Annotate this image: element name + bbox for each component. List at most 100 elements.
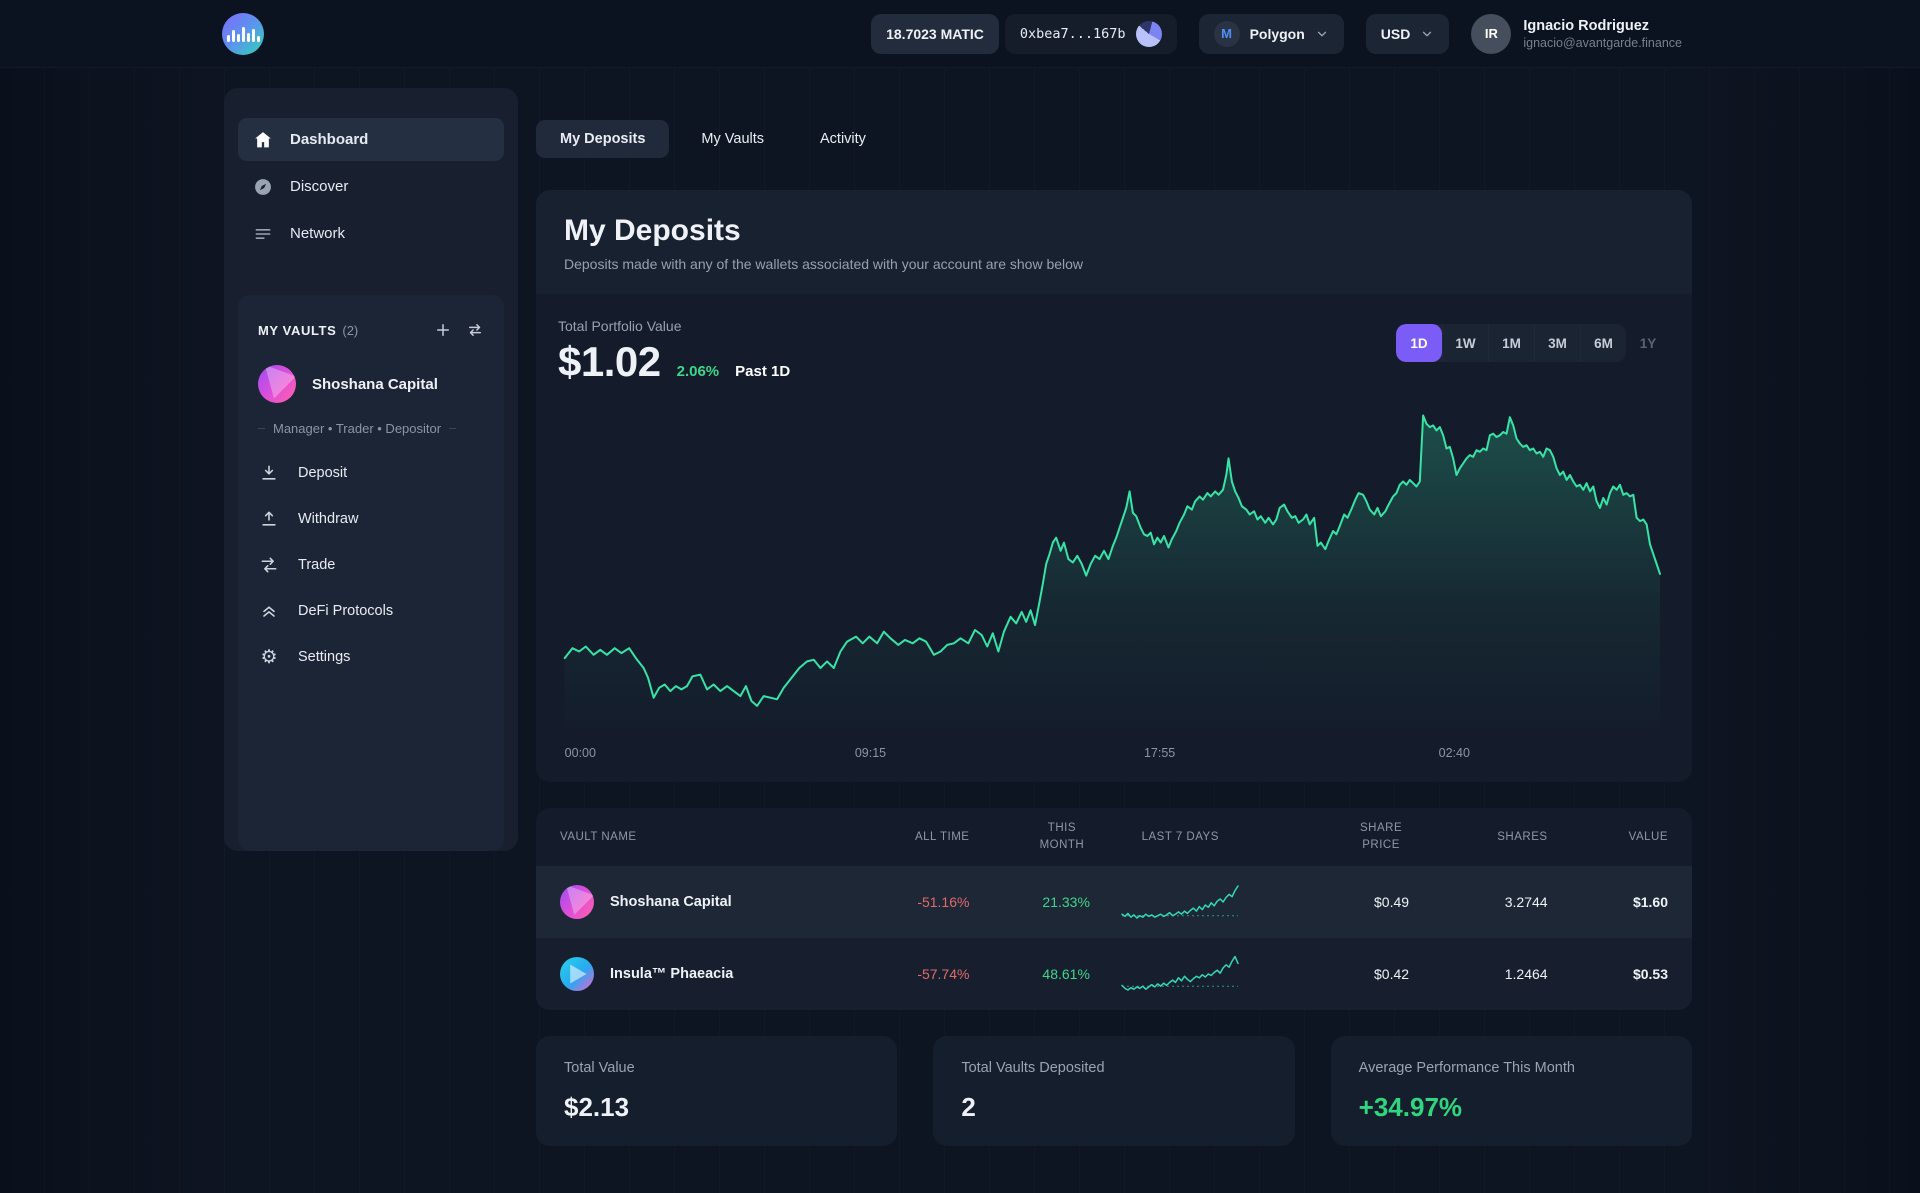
range-6m-button[interactable]: 6M [1580,324,1626,362]
chevron-down-icon [1317,31,1326,36]
range-1w-button[interactable]: 1W [1442,324,1488,362]
vault-action-label: DeFi Protocols [298,603,394,619]
row-shares: 3.2744 [1504,894,1548,910]
col-all-time: ALL TIME [914,831,970,843]
tab-label: Activity [820,131,866,147]
my-vaults-panel: MY VAULTS (2) Shoshana Capital Manager •… [238,295,504,851]
stat-value: +34.97% [1358,1092,1463,1122]
row-shares: 1.2464 [1504,966,1548,982]
wallet-address-pill[interactable]: 0xbea7...167b [1004,13,1177,54]
table-header-row: VAULT NAME ALL TIME THIS MONTH LAST 7 DA… [536,808,1692,866]
gear-icon: ⚙ [260,646,278,668]
stat-value: $2.13 [564,1092,630,1122]
user-email: ignacio@avantgarde.finance [1523,35,1682,50]
range-1y-button[interactable]: 1Y [1626,324,1670,362]
network-selector[interactable]: M Polygon [1198,13,1344,54]
table-row[interactable]: Insula™ Phaeacia -57.74% 48.61% $0.42 1.… [536,938,1692,1010]
chevron-down-icon [1423,31,1432,36]
vault-action-settings[interactable]: ⚙ Settings [258,634,484,680]
col-value: VALUE [1628,831,1668,843]
trade-swap-icon [258,554,280,576]
sidebar-item-discover[interactable]: Discover [238,165,504,208]
wallet-address: 0xbea7...167b [1019,25,1126,42]
portfolio-chart-svg [558,404,1670,734]
vault-avatar [560,957,594,991]
row-all-time: -57.74% [917,966,970,982]
range-3m-button[interactable]: 3M [1534,324,1580,362]
x-tick: 00:00 [564,746,596,760]
row-share-price: $0.42 [1374,966,1410,982]
vault-actions: Deposit Withdraw Trade DeFi Protocols [258,450,484,680]
home-icon [252,129,274,151]
sidebar-item-dashboard[interactable]: Dashboard [238,118,504,161]
stat-avg-performance: Average Performance This Month +34.97% [1330,1036,1692,1146]
portfolio-chart[interactable] [558,404,1670,734]
col-shares: SHARES [1497,831,1548,843]
row-all-time: -51.16% [917,894,970,910]
user-menu[interactable]: IR Ignacio Rodriguez ignacio@avantgarde.… [1471,13,1682,54]
add-vault-icon[interactable] [434,321,452,339]
tab-activity[interactable]: Activity [796,120,890,158]
main-content: My Deposits My Vaults Activity My Deposi… [536,118,1692,1146]
sidebar-item-label: Discover [290,178,349,195]
vault-roles-text: Manager • Trader • Depositor [273,421,442,436]
wallet-identicon-icon [1135,20,1162,47]
top-bar: 18.7023 MATIC 0xbea7...167b M Polygon US… [0,0,1920,68]
vault-avatar [258,365,296,403]
chart-x-axis: 00:00 09:15 17:55 02:40 [558,738,1670,768]
vault-action-label: Trade [298,557,336,573]
sidebar-item-label: Dashboard [290,131,369,148]
tab-my-deposits[interactable]: My Deposits [536,120,670,158]
total-portfolio-label: Total Portfolio Value [558,318,682,334]
total-portfolio-value: $1.02 [558,338,661,385]
sidebar-item-network[interactable]: Network [238,212,504,255]
stat-label: Average Performance This Month [1358,1060,1575,1076]
sidebar: Dashboard Discover Network MY VAULTS (2)… [224,88,518,851]
vault-name: Shoshana Capital [312,375,438,393]
deposit-icon [258,462,280,484]
range-1d-button[interactable]: 1D [1396,324,1442,362]
range-label: 6M [1594,335,1613,351]
currency-selector[interactable]: USD [1365,13,1450,54]
vaults-table: VAULT NAME ALL TIME THIS MONTH LAST 7 DA… [536,808,1692,1010]
matic-balance-pill: 18.7023 MATIC [871,13,999,54]
table-row[interactable]: Shoshana Capital -51.16% 21.33% $0.49 3.… [536,866,1692,938]
range-label: 1W [1455,335,1476,351]
user-initials: IR [1484,26,1498,41]
tab-my-vaults[interactable]: My Vaults [677,120,788,158]
deposits-card: My Deposits Deposits made with any of th… [536,190,1692,782]
tab-label: My Deposits [560,131,646,147]
matic-balance: 18.7023 MATIC [886,25,984,42]
stat-total-value: Total Value $2.13 [536,1036,898,1146]
range-selector: 1D 1W 1M 3M 6M 1Y [1396,324,1670,362]
row-vault-name: Shoshana Capital [610,894,732,910]
page-subtitle: Deposits made with any of the wallets as… [564,256,1084,272]
compass-icon [252,176,274,198]
row-this-month: 48.61% [1042,966,1090,982]
portfolio-change: 2.06% [676,363,720,380]
x-tick: 17:55 [1143,746,1176,760]
switch-vault-icon[interactable] [466,321,484,339]
sidebar-item-label: Network [290,225,346,242]
vault-action-trade[interactable]: Trade [258,542,484,588]
stat-total-vaults: Total Vaults Deposited 2 [933,1036,1295,1146]
sparkline [1120,879,1240,923]
vault-avatar [560,885,594,919]
vault-action-deposit[interactable]: Deposit [258,450,484,496]
polygon-icon: M [1213,20,1240,47]
network-lines-icon [252,223,274,245]
my-vaults-count: (2) [342,322,359,338]
stat-label: Total Value [564,1060,635,1076]
portfolio-period: Past 1D [735,363,791,380]
user-name: Ignacio Rodriguez [1523,18,1650,35]
vault-action-withdraw[interactable]: Withdraw [258,496,484,542]
vault-roles: Manager • Trader • Depositor [258,421,484,436]
col-last-7-days: LAST 7 DAYS [1141,831,1219,843]
vault-action-label: Deposit [298,465,348,481]
range-label: 1Y [1639,335,1657,351]
page-title: My Deposits [564,214,741,247]
range-1m-button[interactable]: 1M [1488,324,1534,362]
vault-identity[interactable]: Shoshana Capital [258,365,484,403]
vault-action-defi-protocols[interactable]: DeFi Protocols [258,588,484,634]
app-logo-icon[interactable] [222,12,264,55]
